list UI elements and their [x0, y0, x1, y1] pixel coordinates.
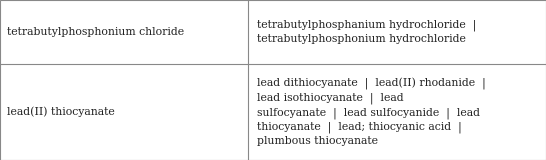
Text: tetrabutylphosphonium chloride: tetrabutylphosphonium chloride [7, 27, 183, 37]
Text: lead dithiocyanate  |  lead(II) rhodanide  |
lead isothiocyanate  |  lead
sulfoc: lead dithiocyanate | lead(II) rhodanide … [257, 78, 485, 146]
Text: lead(II) thiocyanate: lead(II) thiocyanate [7, 107, 114, 117]
Text: tetrabutylphosphanium hydrochloride  |
tetrabutylphosphonium hydrochloride: tetrabutylphosphanium hydrochloride | te… [257, 20, 476, 44]
